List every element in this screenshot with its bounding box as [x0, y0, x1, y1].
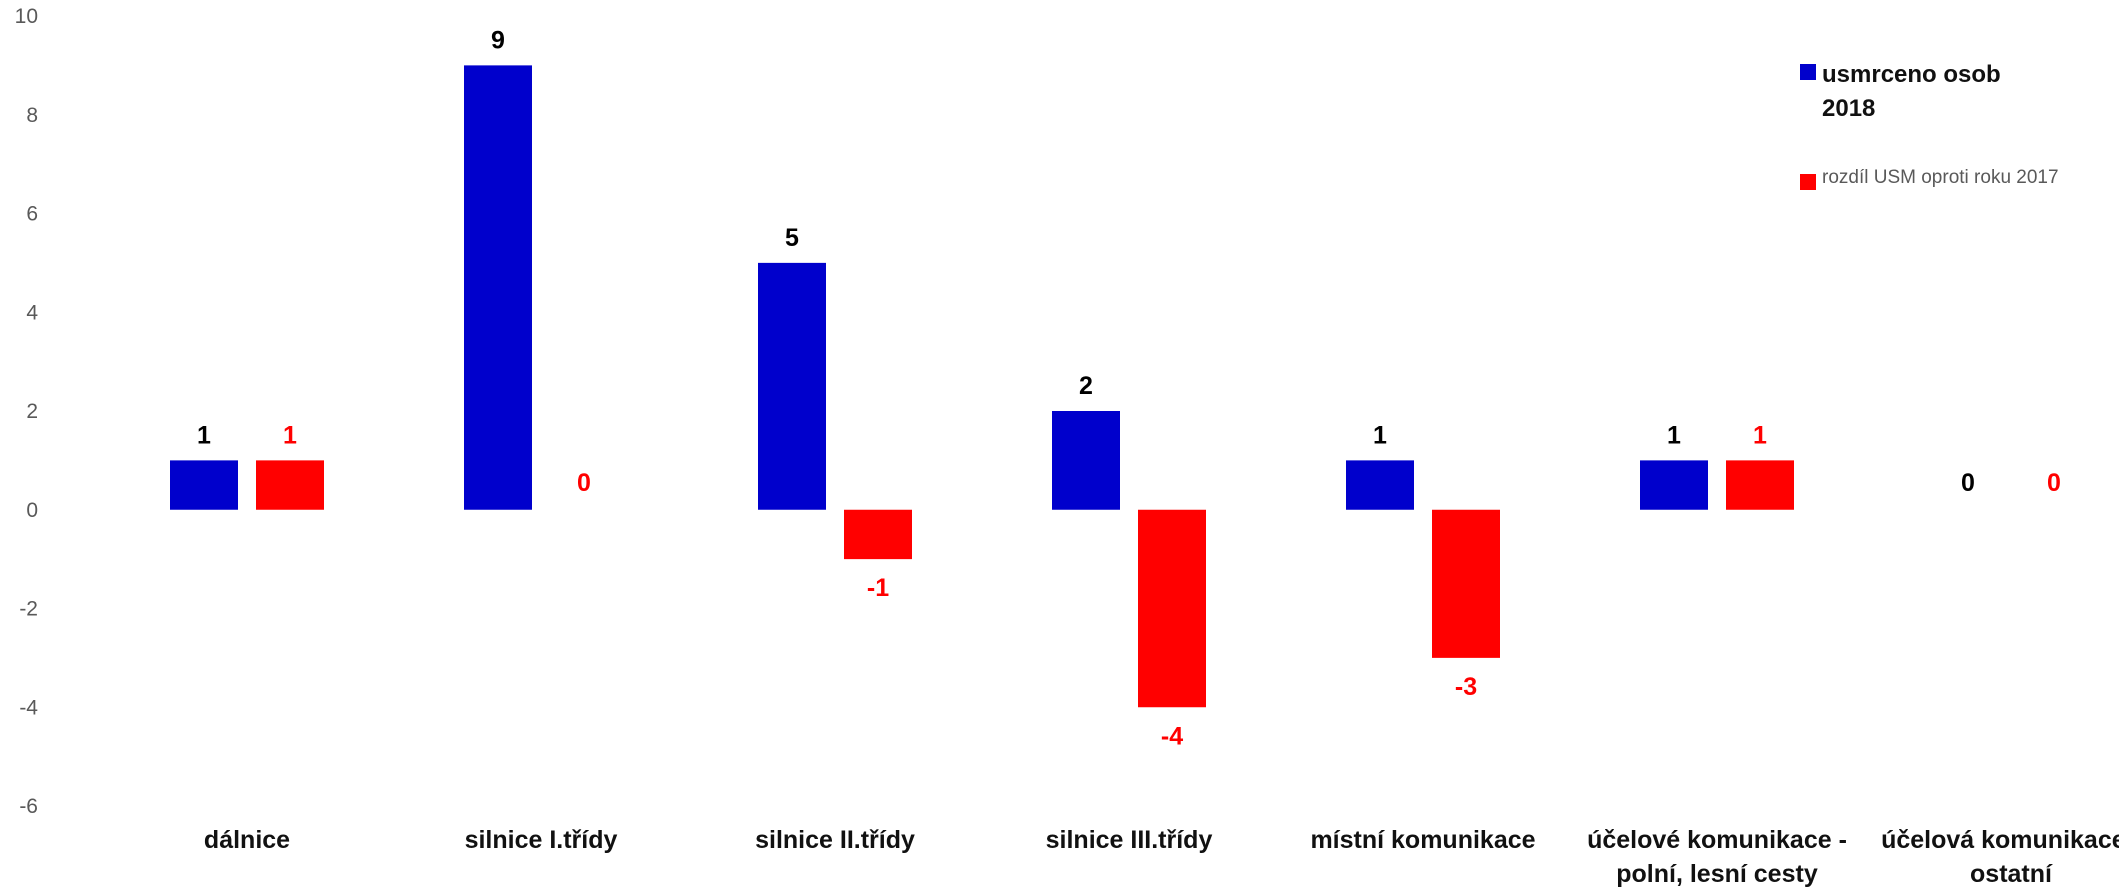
- bar-series-2: [256, 460, 324, 510]
- legend-label: rozdíl USM oproti roku 2017: [1822, 167, 2059, 188]
- data-label: 1: [1373, 421, 1387, 449]
- bar-series-2: [1432, 509, 1500, 658]
- data-label: 9: [491, 26, 505, 54]
- data-label: -1: [867, 574, 889, 602]
- bar-series-2: [844, 509, 912, 560]
- legend-swatch-red: [1800, 174, 1816, 190]
- x-category-label: účelová komunikace -: [1881, 826, 2119, 854]
- bar-series-1: [464, 65, 532, 510]
- x-category-label: ostatní: [1970, 860, 2053, 888]
- x-category-label: polní, lesní cesty: [1616, 860, 1818, 888]
- y-tick-label: -4: [19, 696, 38, 719]
- data-label: 0: [577, 469, 591, 497]
- bar-series-1: [1052, 411, 1120, 510]
- data-label: 0: [2047, 469, 2061, 497]
- data-label: 2: [1079, 372, 1093, 400]
- legend: usmrceno osob 2018 rozdíl USM oproti rok…: [1800, 58, 2100, 234]
- data-label: 5: [785, 224, 799, 252]
- x-category-label: místní komunikace: [1310, 826, 1535, 854]
- y-tick-label: 0: [26, 499, 38, 522]
- data-label: -4: [1161, 722, 1183, 750]
- x-category-label: silnice II.třídy: [755, 826, 915, 854]
- data-label: 1: [283, 421, 297, 449]
- bar-series-1: [1640, 460, 1708, 510]
- bar-series-1: [758, 262, 826, 510]
- x-category-label: silnice I.třídy: [465, 826, 618, 854]
- y-tick-label: -6: [19, 795, 38, 818]
- data-label: 1: [1753, 421, 1767, 449]
- x-category-label: dálnice: [204, 826, 290, 854]
- y-tick-label: 2: [26, 400, 38, 423]
- bar-series-2: [1138, 509, 1206, 708]
- x-category-label: silnice III.třídy: [1046, 826, 1213, 854]
- y-tick-label: 4: [26, 301, 38, 324]
- legend-item-series-2: rozdíl USM oproti roku 2017: [1800, 167, 2100, 192]
- y-tick-label: 8: [26, 104, 38, 127]
- data-label: 0: [1961, 469, 1975, 497]
- bar-series-1: [170, 460, 238, 510]
- legend-swatch-blue: [1800, 64, 1816, 80]
- data-label: -3: [1455, 673, 1477, 701]
- data-label: 1: [197, 421, 211, 449]
- data-label: 1: [1667, 421, 1681, 449]
- y-tick-label: 10: [15, 5, 38, 28]
- legend-item-series-1: usmrceno osob 2018: [1800, 58, 2100, 126]
- y-tick-label: 6: [26, 203, 38, 226]
- y-tick-label: -2: [19, 598, 38, 621]
- legend-label: usmrceno osob 2018: [1822, 61, 2001, 122]
- bar-series-1: [1346, 460, 1414, 510]
- x-category-label: účelové komunikace -: [1587, 826, 1847, 854]
- bar-series-2: [1726, 460, 1794, 510]
